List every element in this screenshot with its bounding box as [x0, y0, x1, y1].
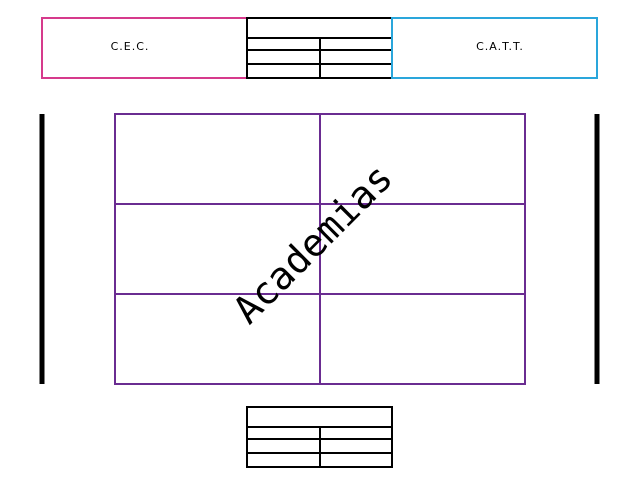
- bottom-center-table: [246, 406, 393, 468]
- academias-label: Academias: [224, 155, 401, 332]
- cec-label: C.E.C.: [111, 40, 150, 53]
- catt-box: [391, 17, 598, 79]
- catt-label: C.A.T.T.: [476, 40, 524, 53]
- top-center-table: [246, 17, 393, 79]
- academias-grid: [114, 113, 526, 385]
